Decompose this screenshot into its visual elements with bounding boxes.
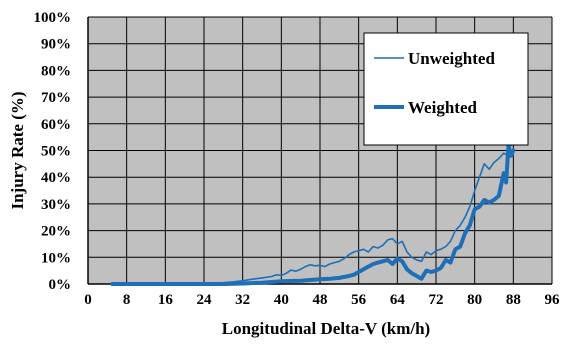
x-tick-label: 40 (274, 292, 289, 308)
x-tick-label: 8 (123, 292, 131, 308)
x-tick-label: 16 (158, 292, 174, 308)
y-tick-label: 20% (41, 224, 71, 240)
y-tick-label: 10% (41, 250, 71, 266)
legend-label-weighted: Weighted (408, 98, 477, 117)
legend-label-unweighted: Unweighted (408, 49, 495, 68)
y-tick-label: 90% (41, 37, 71, 53)
x-tick-label: 56 (351, 292, 367, 308)
series-line-unweighted (111, 131, 515, 285)
x-tick-label: 96 (545, 292, 561, 308)
series-line-weighted (110, 143, 516, 286)
legend-box (363, 32, 529, 146)
y-tick-label: 0% (49, 277, 72, 293)
axes: 0% 10% 20% 30% 40% 50% 60% 70% 80% 90% 100% 0 8 16 24 3… (34, 10, 561, 308)
y-axis-title: Injury Rate (%) (8, 91, 27, 209)
y-tick-label: 70% (41, 90, 71, 106)
x-axis-title: Longitudinal Delta-V (km/h) (222, 319, 430, 338)
legend: Unweighted Weighted (363, 32, 529, 146)
y-tick-label: 80% (41, 63, 71, 79)
x-tick-label: 0 (84, 292, 92, 308)
y-tick-label: 40% (41, 170, 71, 186)
y-tick-label: 60% (41, 117, 71, 133)
x-tick-label: 64 (390, 292, 406, 308)
x-tick-label: 72 (429, 292, 444, 308)
series-lines (110, 131, 516, 286)
x-tick-label: 24 (197, 292, 213, 308)
y-tick-label: 30% (41, 197, 71, 213)
x-tick-label: 48 (313, 292, 328, 308)
x-tick-label: 80 (467, 292, 482, 308)
x-tick-label: 32 (235, 292, 250, 308)
y-tick-label: 50% (41, 144, 71, 160)
x-tick-label: 88 (506, 292, 521, 308)
y-tick-label: 100% (34, 10, 72, 26)
